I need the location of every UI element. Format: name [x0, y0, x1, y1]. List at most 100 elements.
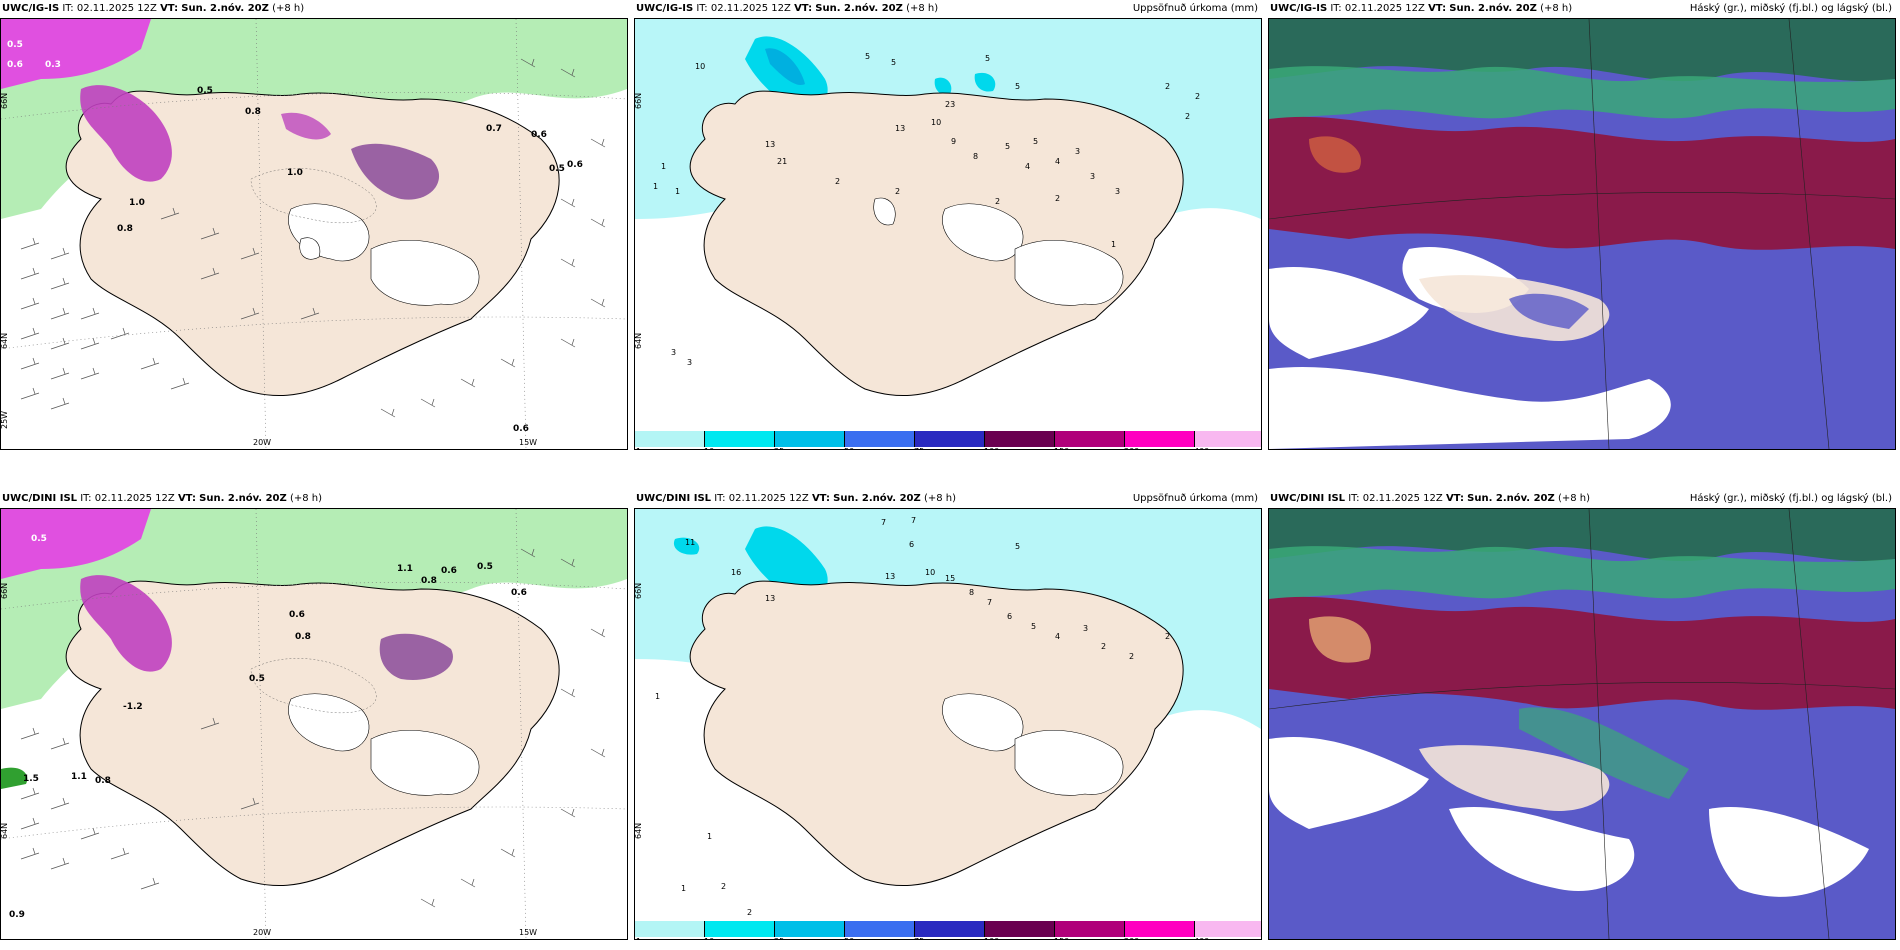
value-label: 0.8	[295, 632, 311, 642]
panel-bottom-wind: UWC/DINI ISL IT: 02.11.2025 12Z VT: Sun.…	[0, 490, 628, 940]
value-label: 5	[985, 54, 990, 63]
value-label: 1.1	[397, 564, 413, 574]
legend-tick: 100	[984, 447, 999, 450]
it-value: 02.11.2025 12Z	[76, 3, 157, 14]
wind-map: 0.5 0.6 0.8 1.1 0.5 0.6 0.8 0.6 0.5 -1.2…	[1, 509, 627, 939]
value-label: 1.0	[129, 198, 145, 208]
vt-label: VT:	[811, 493, 830, 504]
it-label: IT:	[62, 3, 74, 14]
legend-swatch	[915, 431, 985, 447]
map-frame	[1268, 508, 1896, 940]
legend-tick: 1	[636, 937, 641, 940]
value-label: 10	[695, 62, 705, 71]
it-label: IT:	[1330, 3, 1342, 14]
value-label: 3	[1090, 172, 1095, 181]
value-label: 0.9	[9, 910, 25, 920]
legend-tick: 25	[774, 937, 784, 940]
value-label: 7	[987, 598, 992, 607]
axis-label-lon: 15W	[519, 928, 537, 937]
map-frame: 0.5 0.6 0.8 1.1 0.5 0.6 0.8 0.6 0.5 -1.2…	[0, 508, 628, 940]
value-label: 1.0	[287, 168, 303, 178]
value-label: 2	[747, 908, 752, 917]
value-label: 2	[995, 197, 1000, 206]
legend-swatch	[775, 921, 845, 937]
vt-label: VT:	[160, 3, 179, 14]
value-label: 0.6	[511, 588, 527, 598]
it-value: 02.11.2025 12Z	[710, 3, 791, 14]
legend-swatch	[985, 921, 1055, 937]
value-label: 1	[653, 182, 658, 191]
legend-tick: 25	[774, 447, 784, 450]
legend-tick: 50	[844, 937, 854, 940]
legend-swatch	[1055, 921, 1125, 937]
value-label: 2	[1101, 642, 1106, 651]
value-label: 0.3	[45, 60, 61, 70]
axis-label-lon: 25W	[1, 411, 9, 429]
map-frame	[1268, 18, 1896, 450]
value-label: 6	[1007, 612, 1012, 621]
vt-value: Sun. 2.nóv. 20Z	[833, 493, 921, 504]
value-label: 2	[895, 187, 900, 196]
value-label: 2	[1165, 82, 1170, 91]
legend-tick: 10	[704, 937, 714, 940]
value-label: 0.6	[513, 424, 529, 434]
value-label: 1.1	[71, 772, 87, 782]
value-label: 5	[865, 52, 870, 61]
value-label: 1	[655, 692, 660, 701]
panel-top-cloud: UWC/IG-IS IT: 02.11.2025 12Z VT: Sun. 2.…	[1268, 0, 1896, 450]
legend-swatch	[1055, 431, 1125, 447]
value-label: 1	[661, 162, 666, 171]
panel-bottom-precip: UWC/DINI ISL IT: 02.11.2025 12Z VT: Sun.…	[634, 490, 1262, 940]
value-label: 1	[707, 832, 712, 841]
legend-tick: 150	[1054, 937, 1069, 940]
axis-label-lon: 20W	[253, 438, 271, 447]
color-legend	[635, 921, 1261, 939]
value-label: 5	[891, 58, 896, 67]
panel-top-precip: UWC/IG-IS IT: 02.11.2025 12Z VT: Sun. 2.…	[634, 0, 1262, 450]
value-label: 0.8	[117, 224, 133, 234]
value-label: 13	[765, 140, 775, 149]
it-label: IT:	[714, 493, 726, 504]
legend-tick: 75	[914, 447, 924, 450]
legend-swatch	[1125, 921, 1195, 937]
value-label: 10	[931, 118, 941, 127]
value-label: 10	[925, 568, 935, 577]
value-label: 1	[1111, 240, 1116, 249]
axis-label-lat: 64N	[1, 823, 9, 839]
panel-title-bar: UWC/DINI ISL IT: 02.11.2025 12Z VT: Sun.…	[634, 490, 1262, 508]
lead-time: (+8 h)	[1557, 493, 1591, 504]
value-label: 7	[911, 516, 916, 525]
map-frame: 10 5 5 5 5 2 2 2 1 1 1 13 13 21 23 10 9 …	[634, 18, 1262, 450]
value-label: 6	[909, 540, 914, 549]
wind-map: 0.5 0.6 0.3 0.5 1.0 0.8 0.7 0.6 0.5 0.6 …	[1, 19, 627, 449]
value-label: 5	[1033, 137, 1038, 146]
it-value: 02.11.2025 12Z	[728, 493, 809, 504]
value-label: 2	[1129, 652, 1134, 661]
model-name: UWC/IG-IS	[1270, 3, 1328, 14]
value-label: 2	[1165, 632, 1170, 641]
axis-label-lat: 64N	[635, 333, 643, 349]
value-label: 21	[777, 157, 787, 166]
value-label: 5	[1031, 622, 1036, 631]
lead-time: (+8 h)	[906, 3, 939, 14]
value-label: 15	[945, 574, 955, 583]
value-label: 13	[765, 594, 775, 603]
axis-label-lat: 64N	[635, 823, 643, 839]
panel-title: Uppsöfnuð úrkoma (mm)	[1132, 3, 1258, 14]
vt-value: Sun. 2.nóv. 20Z	[815, 3, 903, 14]
it-label: IT:	[80, 493, 92, 504]
panel-title-bar: UWC/DINI ISL IT: 02.11.2025 12Z VT: Sun.…	[0, 490, 628, 508]
axis-label-lat: 64N	[1, 333, 9, 349]
axis-label-lon: 20W	[253, 928, 271, 937]
panel-title: Háský (gr.), miðský (fj.bl.) og lágský (…	[1689, 493, 1892, 504]
legend-tick: 50	[844, 447, 854, 450]
value-label: 0.5	[549, 164, 565, 174]
it-value: 02.11.2025 12Z	[1362, 493, 1443, 504]
value-label: 0.6	[7, 60, 23, 70]
legend-swatch	[1195, 921, 1261, 937]
legend-tick: 150	[1054, 447, 1069, 450]
panel-title-bar: UWC/IG-IS IT: 02.11.2025 12Z VT: Sun. 2.…	[634, 0, 1262, 18]
panel-title: Háský (gr.), miðský (fj.bl.) og lágský (…	[1689, 3, 1892, 14]
value-label: 9	[951, 137, 956, 146]
value-label: 11	[685, 538, 695, 547]
